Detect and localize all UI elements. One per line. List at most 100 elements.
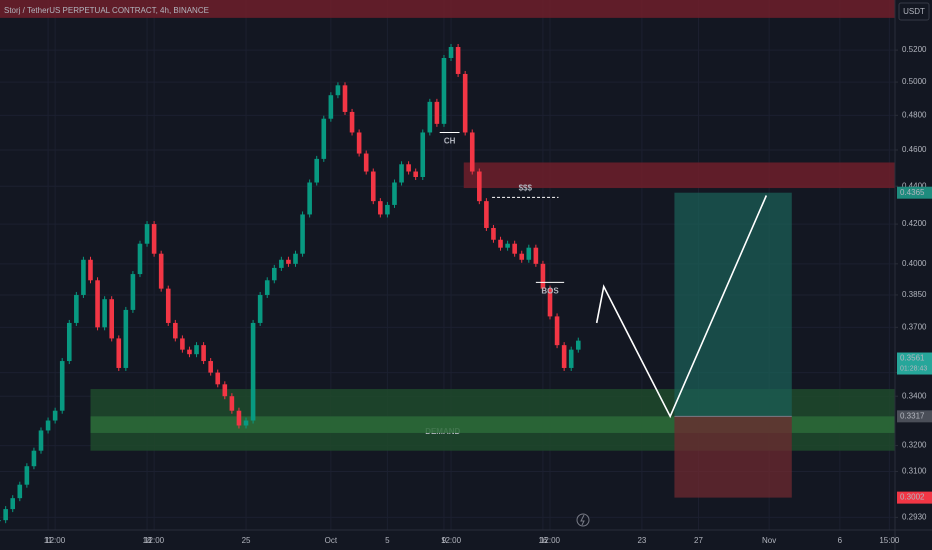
currency[interactable]: USDT bbox=[903, 7, 925, 16]
candle-body bbox=[307, 182, 312, 215]
candle-body bbox=[519, 253, 525, 260]
level-label: $$$ bbox=[519, 183, 533, 192]
candle-body bbox=[505, 243, 510, 248]
y-tick-label: 0.4600 bbox=[902, 145, 927, 154]
candle-body bbox=[484, 201, 489, 228]
candle-body bbox=[109, 299, 114, 339]
candle-body bbox=[575, 340, 581, 350]
candle-body bbox=[498, 239, 503, 248]
y-tick-label: 0.5000 bbox=[902, 77, 927, 86]
header: Storj / TetherUS PERPETUAL CONTRACT, 4h,… bbox=[4, 6, 209, 15]
candle-body bbox=[264, 280, 270, 295]
candle-body bbox=[201, 345, 206, 362]
candle-body bbox=[363, 153, 369, 172]
candle-body bbox=[144, 224, 150, 244]
candle-body bbox=[427, 101, 433, 133]
countdown: 01:28:43 bbox=[900, 365, 927, 372]
candle-body bbox=[45, 420, 51, 431]
candle-body bbox=[491, 227, 496, 240]
candle-body bbox=[74, 294, 79, 323]
candle-body bbox=[314, 158, 320, 183]
candle-body bbox=[222, 384, 228, 397]
candle-body bbox=[243, 420, 249, 426]
x-tick-label: 23 bbox=[637, 536, 646, 545]
price-tag bbox=[897, 491, 932, 504]
y-tick-label: 0.3400 bbox=[902, 391, 927, 400]
x-tick-label: 12:00 bbox=[540, 536, 561, 545]
replay-icon[interactable] bbox=[576, 513, 590, 527]
currency-box[interactable] bbox=[898, 2, 930, 21]
price-tag-label: 0.3561 bbox=[900, 354, 925, 363]
candle-body bbox=[540, 263, 546, 289]
candle-body bbox=[66, 322, 72, 362]
candle-body bbox=[52, 410, 58, 421]
y-tick-label: 0.4800 bbox=[902, 110, 927, 119]
x-tick-label: 6 bbox=[838, 536, 843, 545]
candle-body bbox=[469, 132, 475, 172]
candle-body bbox=[88, 259, 93, 281]
candle-body bbox=[300, 214, 305, 254]
y-tick-label: 0.4000 bbox=[902, 259, 927, 268]
y-tick-label: 0.3850 bbox=[902, 290, 927, 299]
candle-body bbox=[165, 288, 171, 323]
candle-body bbox=[349, 111, 355, 133]
candle-body bbox=[236, 410, 242, 426]
position-profit bbox=[674, 192, 792, 417]
x-tick-label: 15:00 bbox=[879, 536, 900, 545]
price-tag bbox=[897, 186, 932, 199]
candle-body bbox=[413, 171, 418, 177]
candle-body bbox=[286, 259, 291, 264]
candle-body bbox=[173, 322, 178, 339]
level-label: CH bbox=[444, 137, 456, 146]
price-tag-label: 0.4365 bbox=[900, 188, 925, 197]
zone bbox=[463, 162, 895, 189]
x-tick-label: 9 bbox=[442, 536, 447, 545]
candle-body bbox=[279, 259, 284, 268]
candle-body bbox=[81, 259, 86, 295]
candle-body bbox=[462, 73, 468, 133]
candle-body bbox=[59, 361, 65, 411]
candle-body bbox=[229, 396, 235, 411]
candle-body bbox=[24, 466, 30, 485]
y-tick-label: 0.2930 bbox=[902, 513, 927, 522]
price-tag bbox=[897, 352, 932, 375]
candle-body bbox=[554, 316, 560, 346]
candle-body bbox=[17, 484, 23, 499]
candle-body bbox=[293, 253, 298, 264]
candle-body bbox=[378, 201, 383, 215]
candle-body bbox=[31, 450, 37, 467]
candle-body bbox=[38, 430, 44, 451]
candle-body bbox=[3, 509, 8, 521]
x-tick-label: 12:00 bbox=[45, 536, 66, 545]
candle-body bbox=[526, 247, 532, 260]
candle-body bbox=[512, 243, 517, 254]
candle-body bbox=[137, 243, 143, 275]
candle-body bbox=[370, 171, 376, 202]
candle-body bbox=[533, 247, 539, 264]
candle-body bbox=[392, 182, 397, 205]
candle-body bbox=[0, 520, 1, 522]
candle-body bbox=[385, 204, 390, 215]
candle-body bbox=[568, 349, 574, 368]
candle-body bbox=[180, 338, 185, 350]
y-tick-label: 0.4200 bbox=[902, 219, 927, 228]
candle-body bbox=[271, 267, 277, 281]
price-tag-label: 0.3002 bbox=[900, 493, 925, 502]
x-tick-label: Nov bbox=[762, 536, 776, 545]
candle-body bbox=[434, 101, 440, 124]
x-tick-label: 11 bbox=[44, 536, 53, 545]
candle-body bbox=[420, 132, 426, 177]
candle-body bbox=[335, 85, 341, 96]
candle-body bbox=[477, 171, 482, 202]
candle-body bbox=[406, 164, 411, 172]
candle-body bbox=[151, 224, 157, 254]
candle-body bbox=[547, 288, 553, 317]
plot-area: DEMANDCH$$$BOS bbox=[0, 0, 895, 530]
candle-body bbox=[342, 85, 348, 112]
candle-body bbox=[250, 322, 256, 421]
price-tag bbox=[897, 410, 932, 423]
candle-body bbox=[561, 345, 567, 368]
x-tick-label: 12:00 bbox=[441, 536, 462, 545]
candle-body bbox=[102, 299, 107, 328]
